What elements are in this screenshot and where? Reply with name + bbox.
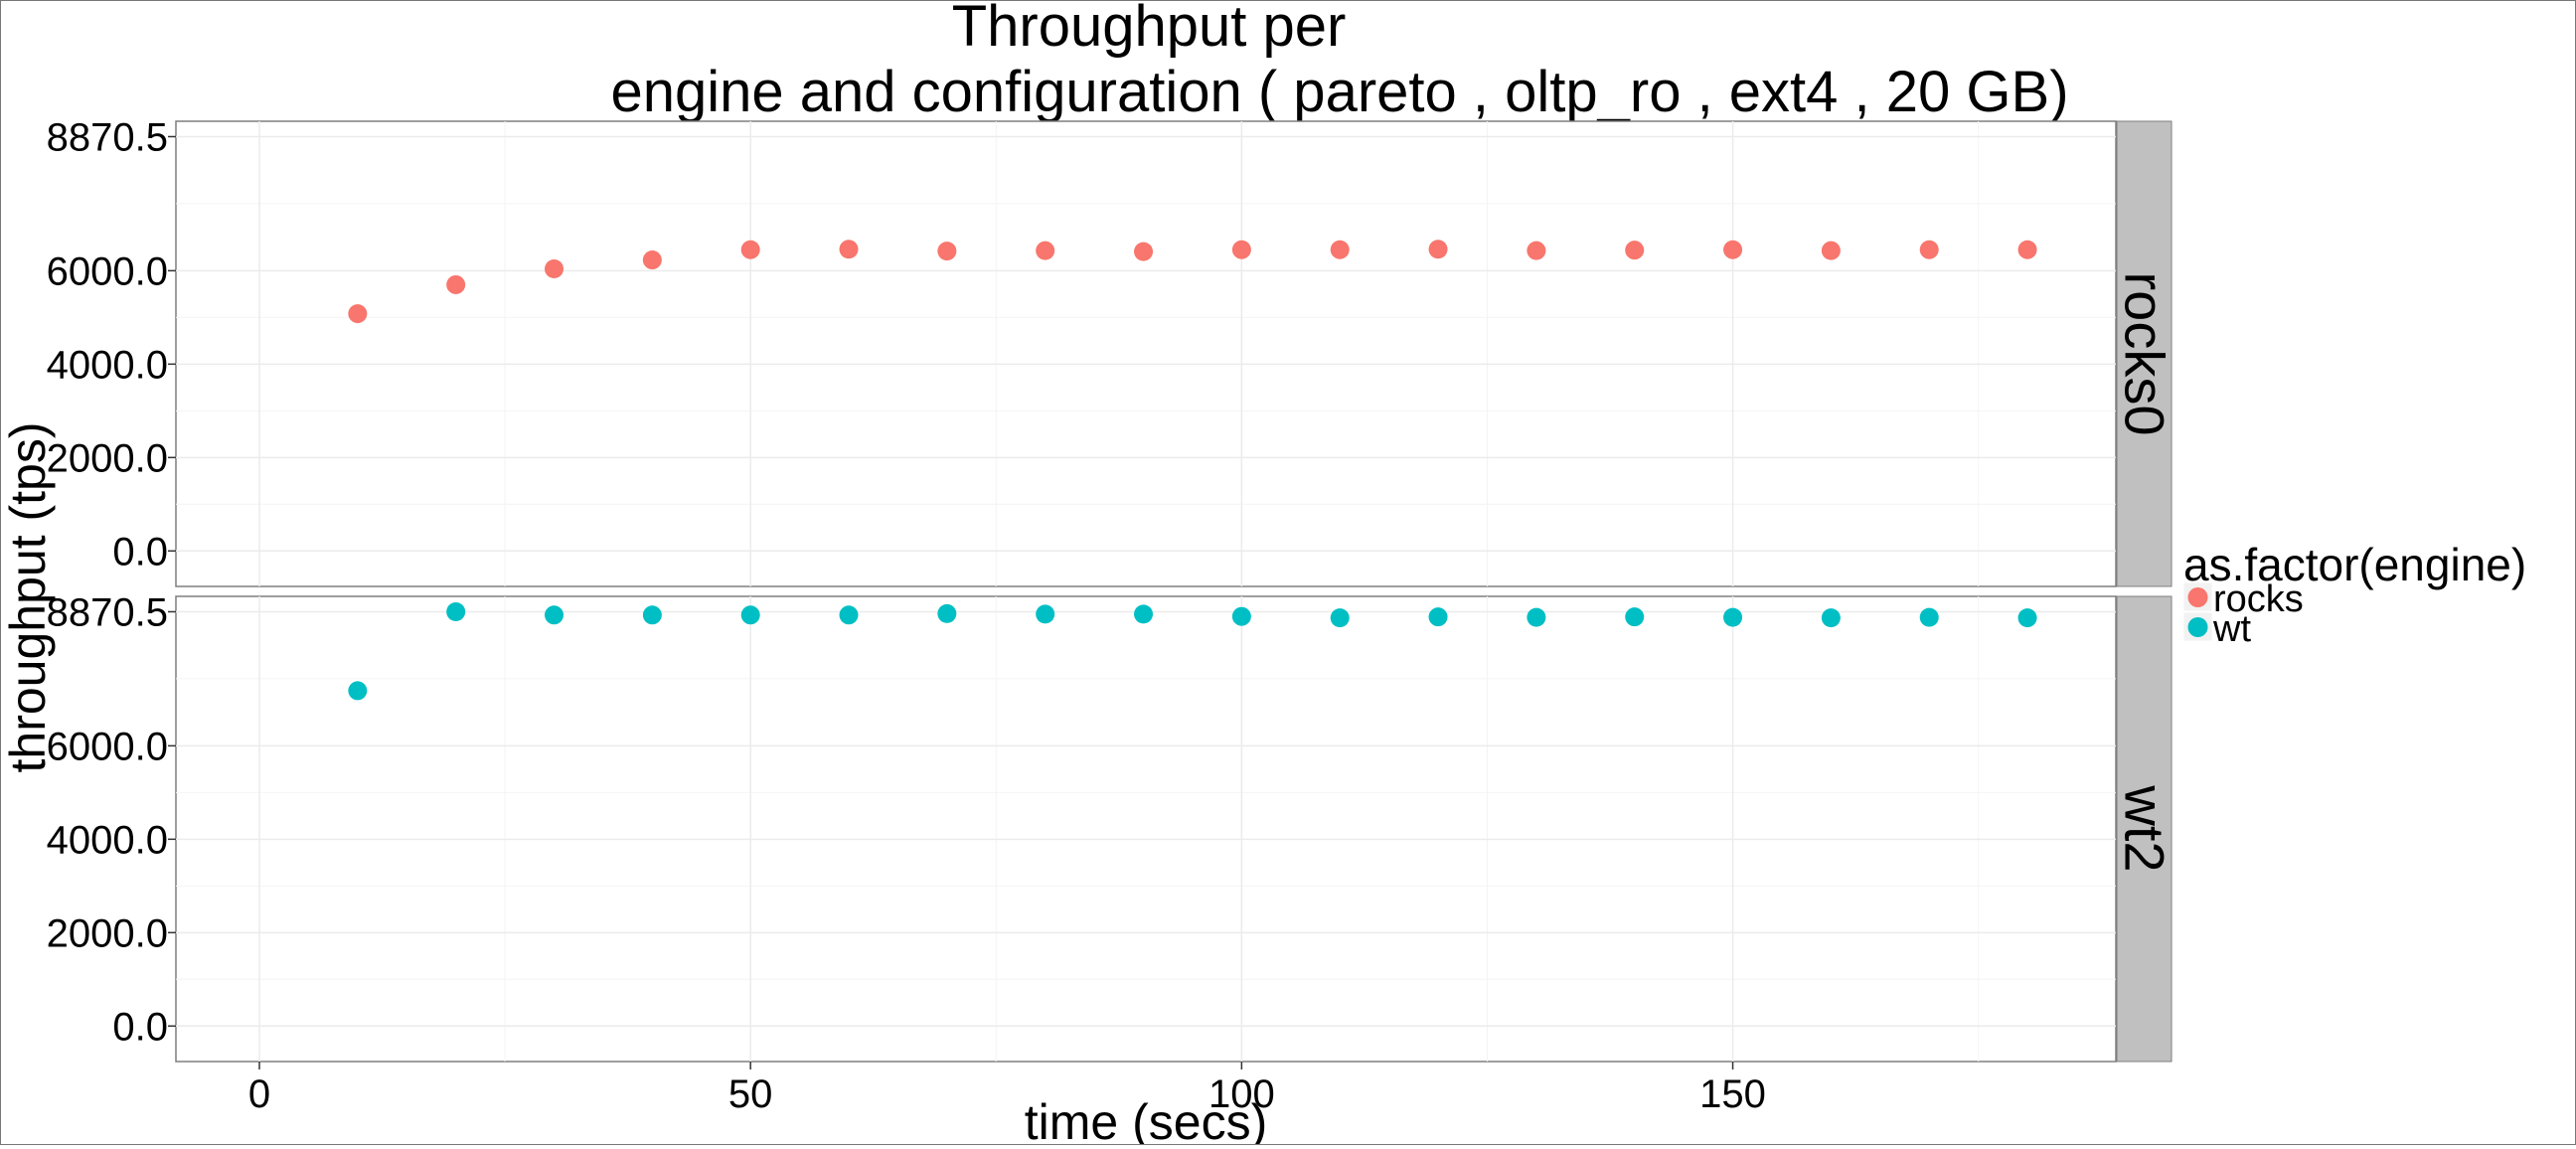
data-point-rocks: [1231, 240, 1251, 259]
data-point-rocks: [1428, 240, 1448, 259]
data-point-wt: [2017, 608, 2037, 628]
panel-background: [175, 120, 2117, 587]
legend-key-rocks: [2187, 587, 2208, 607]
legend-key-wt: [2187, 617, 2208, 637]
data-point-rocks: [545, 258, 564, 278]
data-point-wt: [1036, 604, 1055, 624]
y-tick-label: 2000.0: [47, 911, 168, 955]
data-point-rocks: [1723, 240, 1743, 259]
panel-wt2: 0.0 2000.0 4000.0 6000.0 8870.5 wt2: [47, 590, 2176, 1063]
data-point-rocks: [2017, 240, 2037, 259]
facet-strip: [2116, 595, 2173, 1063]
data-point-wt: [1625, 607, 1645, 627]
x-tick-label: 50: [728, 1072, 773, 1116]
data-point-rocks: [740, 240, 760, 259]
data-point-wt: [740, 605, 760, 625]
data-point-rocks: [348, 304, 368, 324]
data-point-wt: [937, 603, 957, 623]
data-point-rocks: [1919, 240, 1939, 259]
chart-title-line-1: Throughput per: [952, 1, 1347, 59]
data-point-wt: [1723, 607, 1743, 627]
legend-title: as.factor(engine): [2183, 539, 2526, 590]
data-point-rocks: [1134, 242, 1154, 261]
x-axis-label: time (secs): [1025, 1094, 1267, 1144]
x-tick-label: 0: [248, 1072, 270, 1116]
x-tick-label: 150: [1699, 1072, 1766, 1116]
data-point-rocks: [1625, 241, 1645, 260]
data-point-wt: [1527, 607, 1546, 627]
facet-strip-label: rocks0: [2114, 272, 2176, 436]
y-tick-label: 6000.0: [47, 725, 168, 768]
data-point-wt: [446, 602, 466, 622]
y-tick-label: 6000.0: [47, 249, 168, 293]
data-point-wt: [839, 605, 859, 625]
data-point-wt: [1428, 607, 1448, 627]
data-point-rocks: [446, 274, 466, 294]
y-tick-label: 0.0: [112, 530, 168, 574]
y-tick-label: 4000.0: [47, 343, 168, 387]
legend-label-rocks: rocks: [2213, 578, 2304, 620]
panels: 0.0 2000.0 4000.0 6000.0 8870.5 rocks0 0.0 2000…: [47, 115, 2176, 1063]
data-point-wt: [348, 681, 368, 701]
facet-strip: [2116, 120, 2173, 587]
chart-title-line-2: engine and configuration ( pareto , oltp…: [610, 60, 2068, 124]
data-point-wt: [1821, 608, 1841, 628]
x-tick-label: 100: [1208, 1072, 1275, 1116]
data-point-wt: [1919, 607, 1939, 627]
data-point-wt: [1134, 604, 1154, 624]
y-axis-label: throughput (tps): [1, 422, 56, 773]
data-point-wt: [545, 605, 564, 625]
x-axis: 0 50 100 150: [248, 1062, 1766, 1116]
data-point-rocks: [937, 242, 957, 261]
data-point-rocks: [839, 240, 859, 259]
panel-background: [175, 595, 2117, 1063]
y-tick-label: 8870.5: [47, 590, 168, 634]
data-point-wt: [1231, 606, 1251, 626]
panel-rocks0: 0.0 2000.0 4000.0 6000.0 8870.5 rocks0: [47, 115, 2176, 587]
data-point-rocks: [1527, 241, 1546, 260]
legend-label-wt: wt: [2212, 608, 2251, 650]
y-tick-label: 2000.0: [47, 436, 168, 480]
y-tick-label: 8870.5: [47, 115, 168, 159]
data-point-rocks: [1821, 241, 1841, 260]
y-tick-label: 0.0: [112, 1005, 168, 1049]
data-point-rocks: [1036, 241, 1055, 260]
y-tick-label: 4000.0: [47, 818, 168, 862]
data-point-wt: [642, 605, 662, 625]
facet-strip-label: wt2: [2114, 784, 2176, 872]
data-point-rocks: [642, 250, 662, 270]
data-point-wt: [1330, 608, 1350, 628]
data-point-rocks: [1330, 240, 1350, 259]
